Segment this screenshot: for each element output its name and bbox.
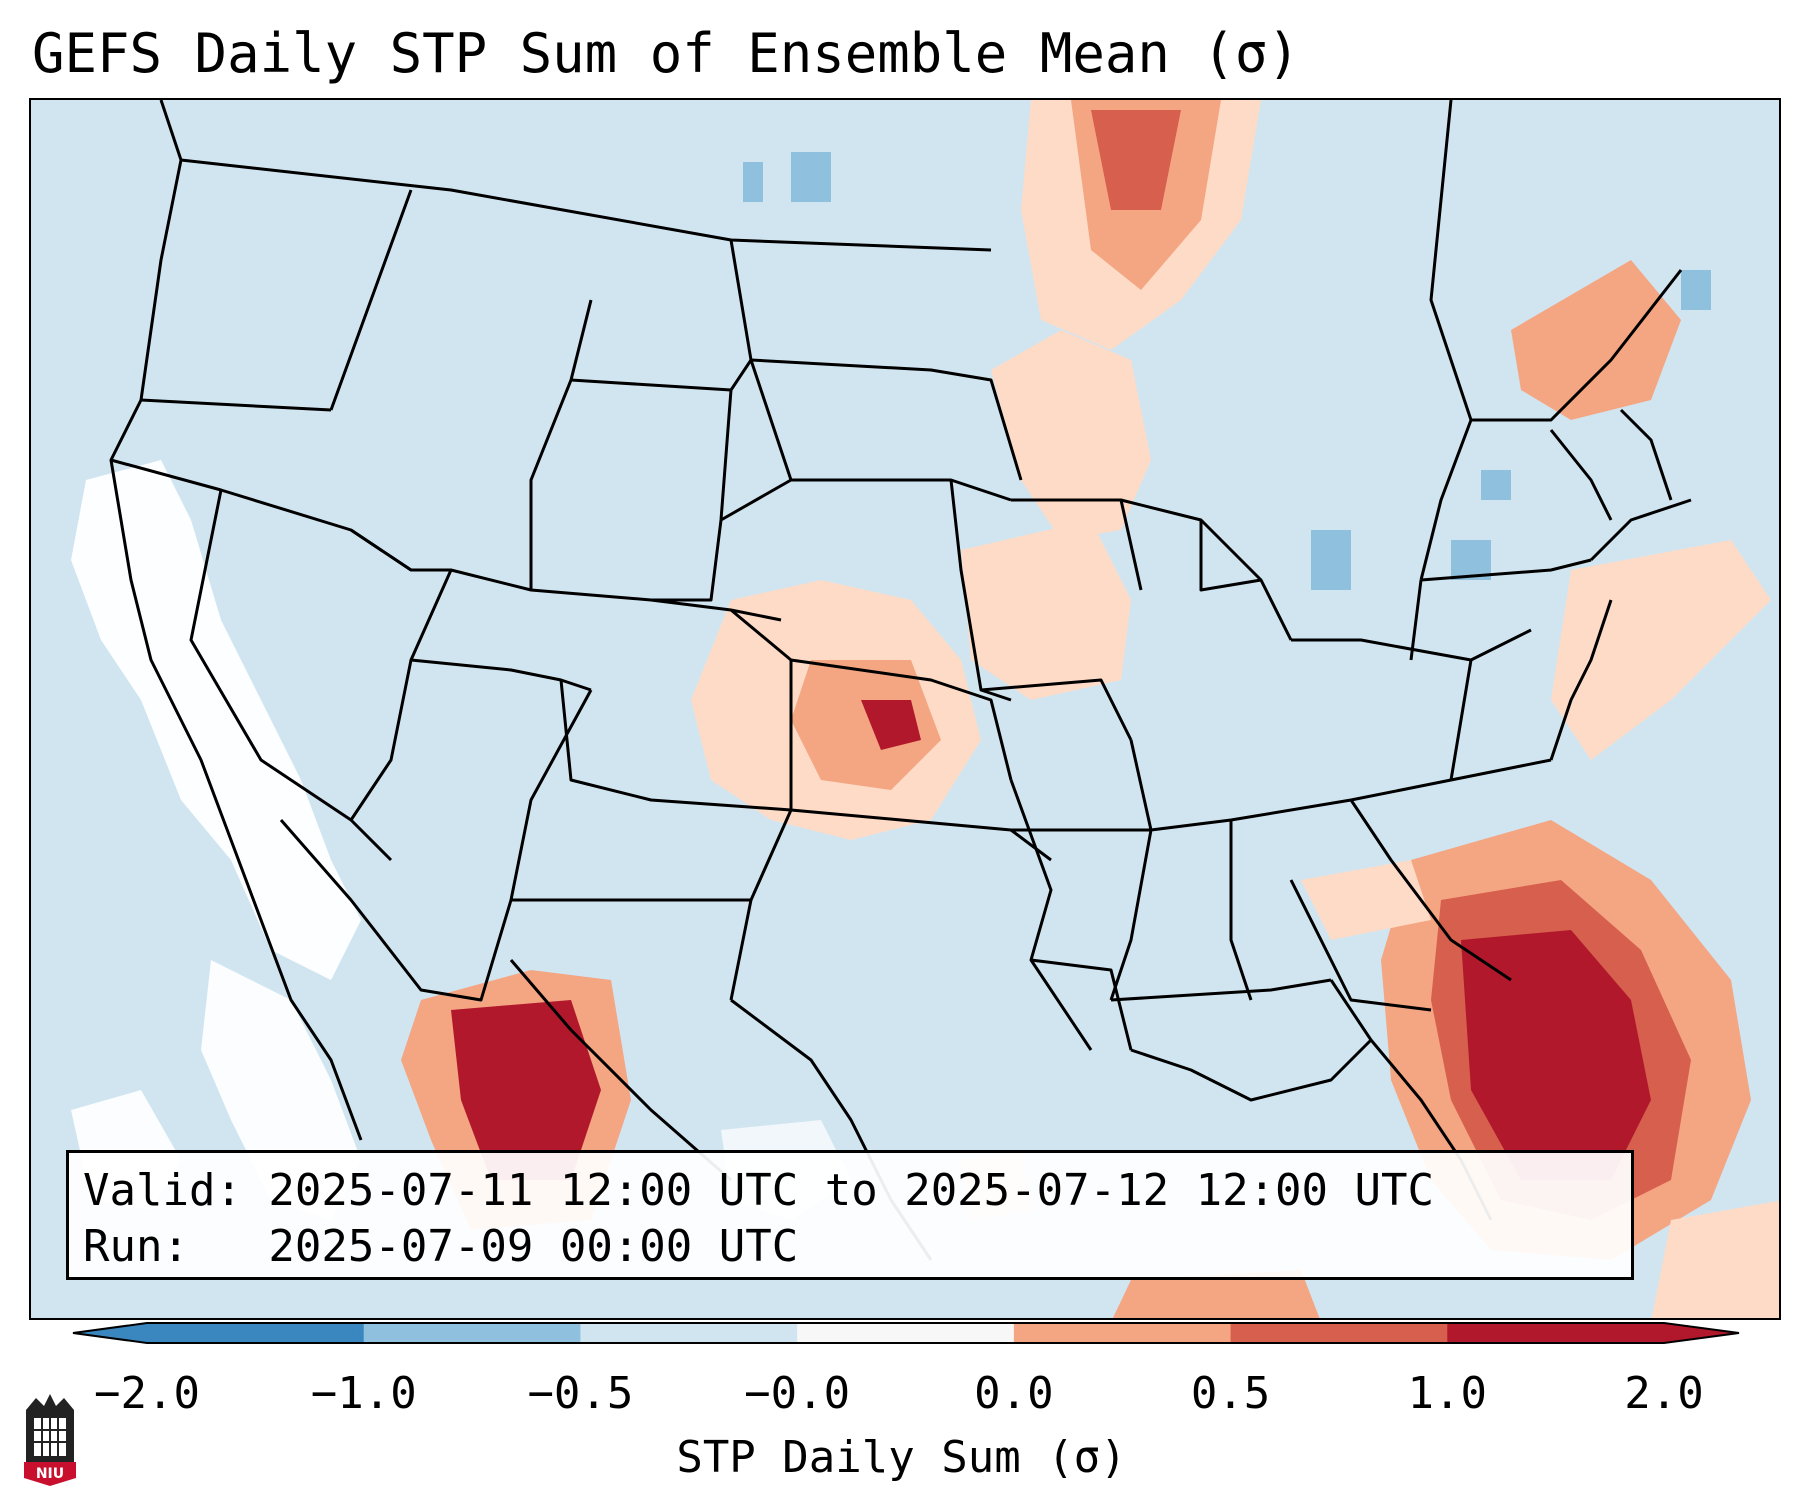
colorbar-segment — [580, 1323, 798, 1343]
anomaly-region-atlantic — [1551, 540, 1771, 760]
run-time-text: Run: 2025-07-09 00:00 UTC — [83, 1221, 799, 1272]
map-canvas — [31, 100, 1779, 1318]
valid-run-info-box: Valid: 2025-07-11 12:00 UTC to 2025-07-1… — [66, 1150, 1634, 1280]
colorbar-tick-label: 2.0 — [1624, 1368, 1704, 1419]
negative-anomaly-specks — [743, 152, 1711, 590]
niu-logo-text: NIU — [36, 1466, 64, 1482]
colorbar-segment — [1447, 1323, 1665, 1343]
anomaly-region-iowa — [961, 520, 1131, 700]
colorbar — [72, 1322, 1740, 1344]
colorbar-tick-label: 0.0 — [974, 1368, 1054, 1419]
colorbar-segment — [797, 1323, 1015, 1343]
colorbar-extend-low — [73, 1323, 147, 1343]
colorbar-segment — [1230, 1323, 1448, 1343]
colorbar-tick-label: 0.5 — [1190, 1368, 1271, 1419]
niu-seal-icon: NIU — [24, 1394, 76, 1486]
colorbar-label: STP Daily Sum (σ) — [676, 1432, 1127, 1483]
map-panel[interactable] — [29, 98, 1781, 1320]
colorbar-segment — [1013, 1323, 1232, 1343]
colorbar-tick-label: 1.0 — [1407, 1368, 1488, 1419]
colorbar-segment — [147, 1323, 365, 1343]
valid-time-text: Valid: 2025-07-11 12:00 UTC to 2025-07-1… — [83, 1165, 1435, 1216]
colorbar-segments — [73, 1323, 1739, 1343]
colorbar-tick-label: −0.0 — [744, 1368, 851, 1419]
colorbar-segment — [363, 1323, 581, 1343]
colorbar-extend-high — [1664, 1323, 1739, 1343]
stp-anomaly-fields — [401, 100, 1779, 1318]
anomaly-region-northeast — [1511, 260, 1681, 420]
colorbar-tick-label: −1.0 — [310, 1368, 417, 1419]
colorbar-tick-label: −2.0 — [94, 1368, 200, 1419]
map-title: GEFS Daily STP Sum of Ensemble Mean (σ) — [32, 22, 1300, 85]
colorbar-tick-label: −0.5 — [527, 1368, 634, 1419]
